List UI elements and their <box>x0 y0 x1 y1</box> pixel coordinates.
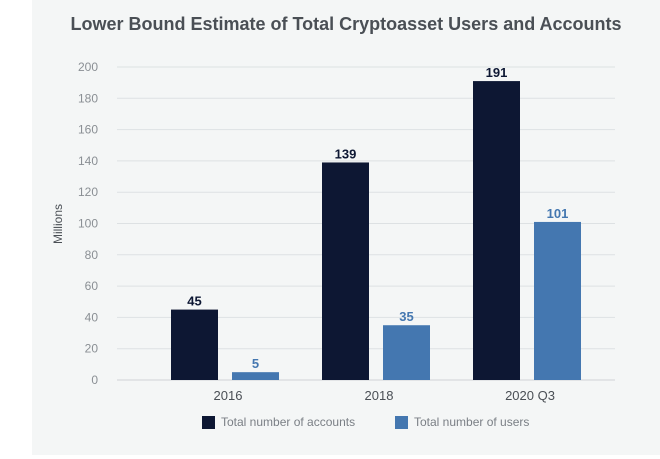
y-tick-label: 0 <box>91 373 98 387</box>
legend-label-users: Total number of users <box>414 415 530 429</box>
bar-users <box>534 221 581 380</box>
bar-accounts <box>473 81 520 381</box>
x-tick-label: 2018 <box>365 388 394 403</box>
y-tick-label: 200 <box>78 60 98 74</box>
y-tick-label: 180 <box>78 91 98 105</box>
data-label: 35 <box>399 309 413 324</box>
data-label: 101 <box>547 206 569 221</box>
legend-item-accounts: Total number of accounts <box>202 415 355 429</box>
y-axis-label: Millions <box>51 204 65 244</box>
y-tick-label: 40 <box>85 310 99 324</box>
chart-title: Lower Bound Estimate of Total Cryptoasse… <box>70 14 622 34</box>
bar-accounts <box>322 162 369 380</box>
y-tick-label: 160 <box>78 123 98 137</box>
legend-swatch-users <box>395 415 408 429</box>
bar-users <box>383 325 430 380</box>
y-tick-label: 20 <box>85 342 99 356</box>
y-tick-label: 140 <box>78 154 98 168</box>
y-tick-label: 80 <box>85 248 99 262</box>
y-tick-label: 100 <box>78 217 98 231</box>
legend-swatch-accounts <box>202 415 215 429</box>
legend-label-accounts: Total number of accounts <box>221 415 356 429</box>
data-label: 5 <box>252 356 259 371</box>
legend-item-users: Total number of users <box>395 415 529 429</box>
data-label: 45 <box>187 294 201 309</box>
bar-accounts <box>171 309 218 380</box>
x-tick-label: 2016 <box>214 388 243 403</box>
x-tick-label: 2020 Q3 <box>505 388 555 403</box>
data-label: 191 <box>486 65 508 80</box>
y-tick-label: 120 <box>78 185 98 199</box>
bar-users <box>232 372 279 380</box>
data-label: 139 <box>335 146 357 161</box>
y-tick-label: 60 <box>85 279 99 293</box>
